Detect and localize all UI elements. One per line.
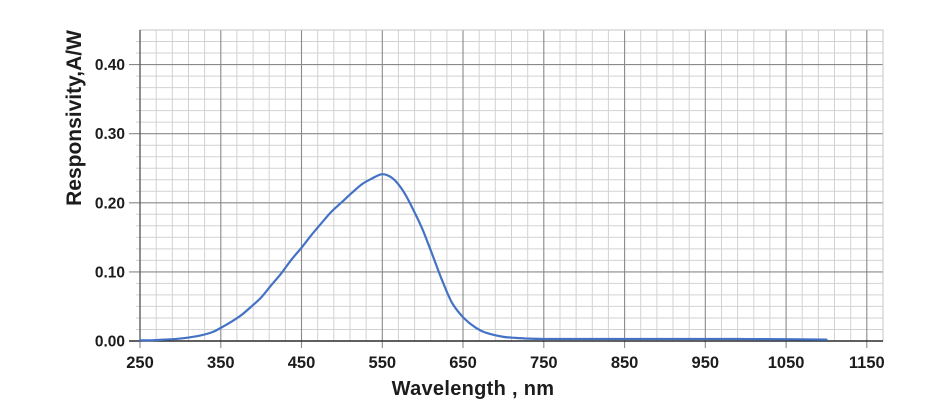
y-axis-title: Responsivity,A/W <box>63 30 86 206</box>
x-axis-title: Wavelength , nm <box>391 378 555 400</box>
y-tick-label: 0.20 <box>95 195 125 212</box>
responsivity-curve <box>138 173 828 342</box>
x-tick-label: 1150 <box>849 354 885 372</box>
x-tick-label: 950 <box>692 354 720 372</box>
y-tick-label: 0.30 <box>95 126 125 143</box>
x-tick-label: 1050 <box>768 354 805 372</box>
x-tick-label: 650 <box>449 354 477 372</box>
x-tick-label: 750 <box>530 354 558 372</box>
y-tick-label: 0.40 <box>95 57 125 74</box>
y-tick-label: 0.10 <box>95 264 125 281</box>
x-tick-label: 550 <box>369 354 397 372</box>
x-tick-label: 850 <box>611 354 639 372</box>
y-tick-label: 0.00 <box>95 334 125 351</box>
x-tick-label: 250 <box>126 354 154 372</box>
x-tick-label: 450 <box>288 354 316 372</box>
x-tick-label: 350 <box>207 354 235 372</box>
